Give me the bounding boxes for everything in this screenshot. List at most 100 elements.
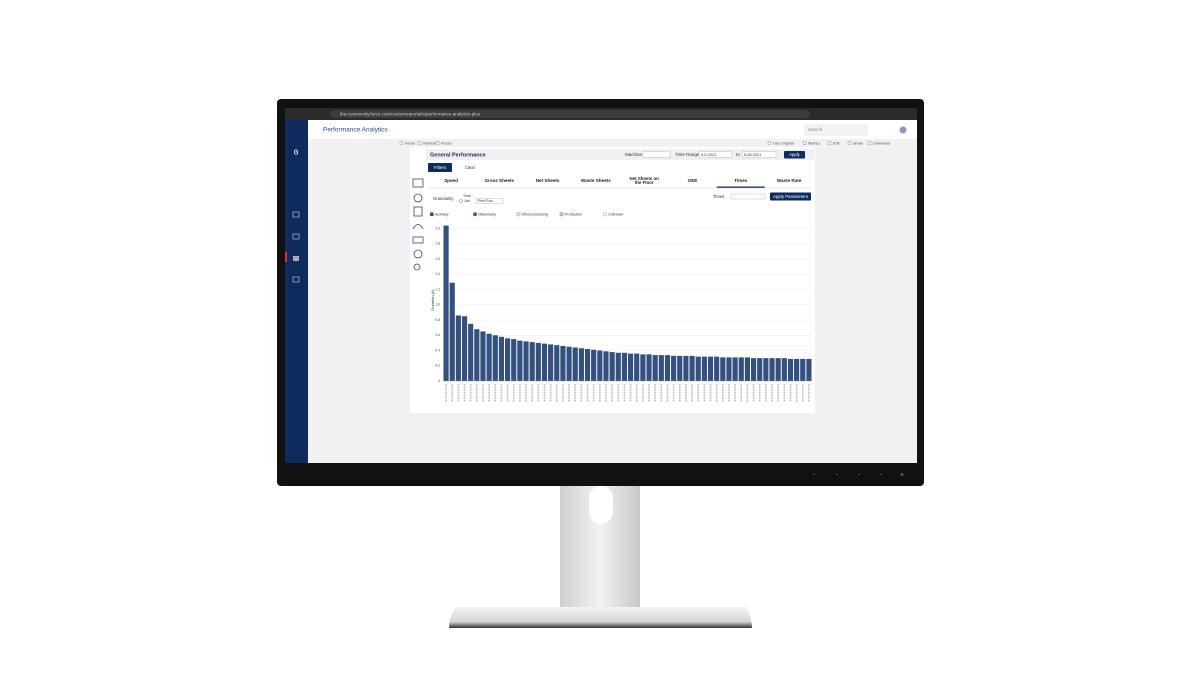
tab[interactable]: Net Sheets — [536, 178, 560, 183]
tool-icon[interactable] — [413, 193, 423, 203]
tab[interactable]: Speed — [444, 178, 458, 183]
tab[interactable]: Times — [734, 178, 748, 183]
bar[interactable] — [529, 342, 535, 381]
bar[interactable] — [732, 357, 738, 381]
bar[interactable] — [504, 338, 511, 381]
bar[interactable] — [548, 344, 554, 381]
monitor-button[interactable] — [836, 474, 838, 475]
toolbar-icon[interactable] — [867, 141, 872, 145]
bar[interactable] — [627, 353, 634, 381]
bar[interactable] — [443, 225, 449, 381]
search-box[interactable] — [804, 124, 868, 136]
bar[interactable] — [750, 358, 757, 381]
tab[interactable]: OEE — [688, 178, 698, 183]
bar[interactable] — [781, 358, 787, 381]
bar[interactable] — [597, 350, 603, 381]
bar[interactable] — [634, 353, 640, 381]
bar[interactable] — [720, 357, 726, 381]
toolbar-icon[interactable] — [435, 141, 440, 145]
tool-icon[interactable] — [413, 263, 421, 271]
toolbar-item[interactable]: Refresh — [423, 141, 436, 145]
tool-icon[interactable] — [412, 178, 424, 188]
toolbar-icon[interactable] — [847, 141, 852, 145]
bar[interactable] — [523, 341, 529, 381]
bar[interactable] — [554, 345, 560, 381]
bar[interactable] — [744, 357, 751, 381]
bar[interactable] — [738, 357, 744, 381]
clear-label[interactable]: Clear — [465, 165, 476, 170]
bar[interactable] — [775, 358, 781, 381]
bar[interactable] — [621, 352, 628, 381]
address-field[interactable] — [330, 110, 810, 118]
bar[interactable] — [689, 355, 695, 381]
times-select[interactable] — [730, 193, 766, 200]
toolbar-item[interactable]: Download — [873, 141, 890, 145]
toolbar-icon[interactable] — [827, 141, 832, 145]
bar[interactable] — [707, 356, 714, 381]
bar[interactable] — [541, 343, 548, 381]
tool-icon[interactable] — [412, 224, 424, 230]
tab[interactable]: Waste Sheets — [581, 178, 611, 183]
date-to[interactable] — [741, 151, 777, 158]
nav-icon[interactable] — [293, 256, 299, 261]
bar[interactable] — [498, 336, 505, 381]
apply-parameters-button[interactable] — [770, 192, 811, 201]
tool-icon[interactable] — [413, 206, 423, 217]
date-from[interactable] — [698, 151, 733, 158]
bar[interactable] — [461, 316, 468, 381]
job-radio[interactable] — [459, 199, 463, 203]
bar[interactable] — [640, 354, 646, 381]
bar[interactable] — [683, 355, 689, 381]
bar[interactable] — [511, 339, 517, 381]
bar[interactable] — [658, 355, 664, 381]
tool-icon[interactable] — [413, 249, 423, 259]
tab[interactable]: Net Sheets on the Floor — [630, 176, 660, 185]
bar[interactable] — [664, 355, 671, 381]
monitor-button[interactable] — [858, 474, 860, 475]
nav-icon[interactable] — [292, 211, 300, 218]
avatar[interactable] — [899, 126, 907, 134]
bar[interactable] — [671, 355, 677, 381]
tab[interactable]: Waste Rate — [777, 178, 802, 183]
bar[interactable] — [652, 355, 658, 381]
tool-icon[interactable] — [412, 236, 424, 244]
power-button[interactable] — [900, 473, 904, 476]
toolbar-item[interactable]: Reset — [405, 141, 416, 145]
machine-select[interactable] — [642, 151, 671, 158]
toolbar-icon[interactable] — [767, 141, 772, 145]
monitor-button[interactable] — [880, 474, 882, 475]
bar[interactable] — [517, 340, 523, 381]
bar[interactable] — [560, 345, 566, 381]
monitor-button[interactable] — [813, 474, 815, 475]
bar[interactable] — [486, 333, 492, 381]
bar[interactable] — [763, 358, 769, 381]
bar[interactable] — [566, 346, 572, 381]
filters-button[interactable] — [428, 163, 452, 172]
bar[interactable] — [492, 335, 498, 381]
bar[interactable] — [474, 329, 480, 381]
toolbar-item[interactable]: Metrics — [808, 141, 820, 145]
apply-button[interactable] — [784, 151, 805, 159]
bar[interactable] — [677, 355, 683, 381]
bar[interactable] — [535, 342, 541, 381]
toolbar-item[interactable]: Pause — [441, 141, 452, 145]
tab[interactable]: Gross Sheets — [484, 178, 514, 183]
nav-icon[interactable] — [292, 276, 300, 283]
toolbar-icon[interactable] — [802, 141, 807, 145]
bar[interactable] — [769, 358, 775, 381]
nav-icon[interactable] — [292, 233, 300, 240]
granularity-select[interactable] — [475, 198, 504, 204]
bar[interactable] — [806, 358, 812, 381]
bar[interactable] — [800, 358, 806, 381]
bar[interactable] — [646, 354, 652, 381]
bar[interactable] — [714, 356, 720, 381]
bar[interactable] — [787, 358, 794, 381]
bar[interactable] — [572, 347, 578, 381]
bar[interactable] — [578, 348, 584, 381]
bar[interactable] — [794, 358, 800, 381]
bar[interactable] — [603, 351, 609, 381]
bar[interactable] — [468, 323, 474, 381]
bar[interactable] — [591, 349, 597, 381]
bar[interactable] — [455, 315, 461, 381]
bar[interactable] — [701, 356, 707, 381]
